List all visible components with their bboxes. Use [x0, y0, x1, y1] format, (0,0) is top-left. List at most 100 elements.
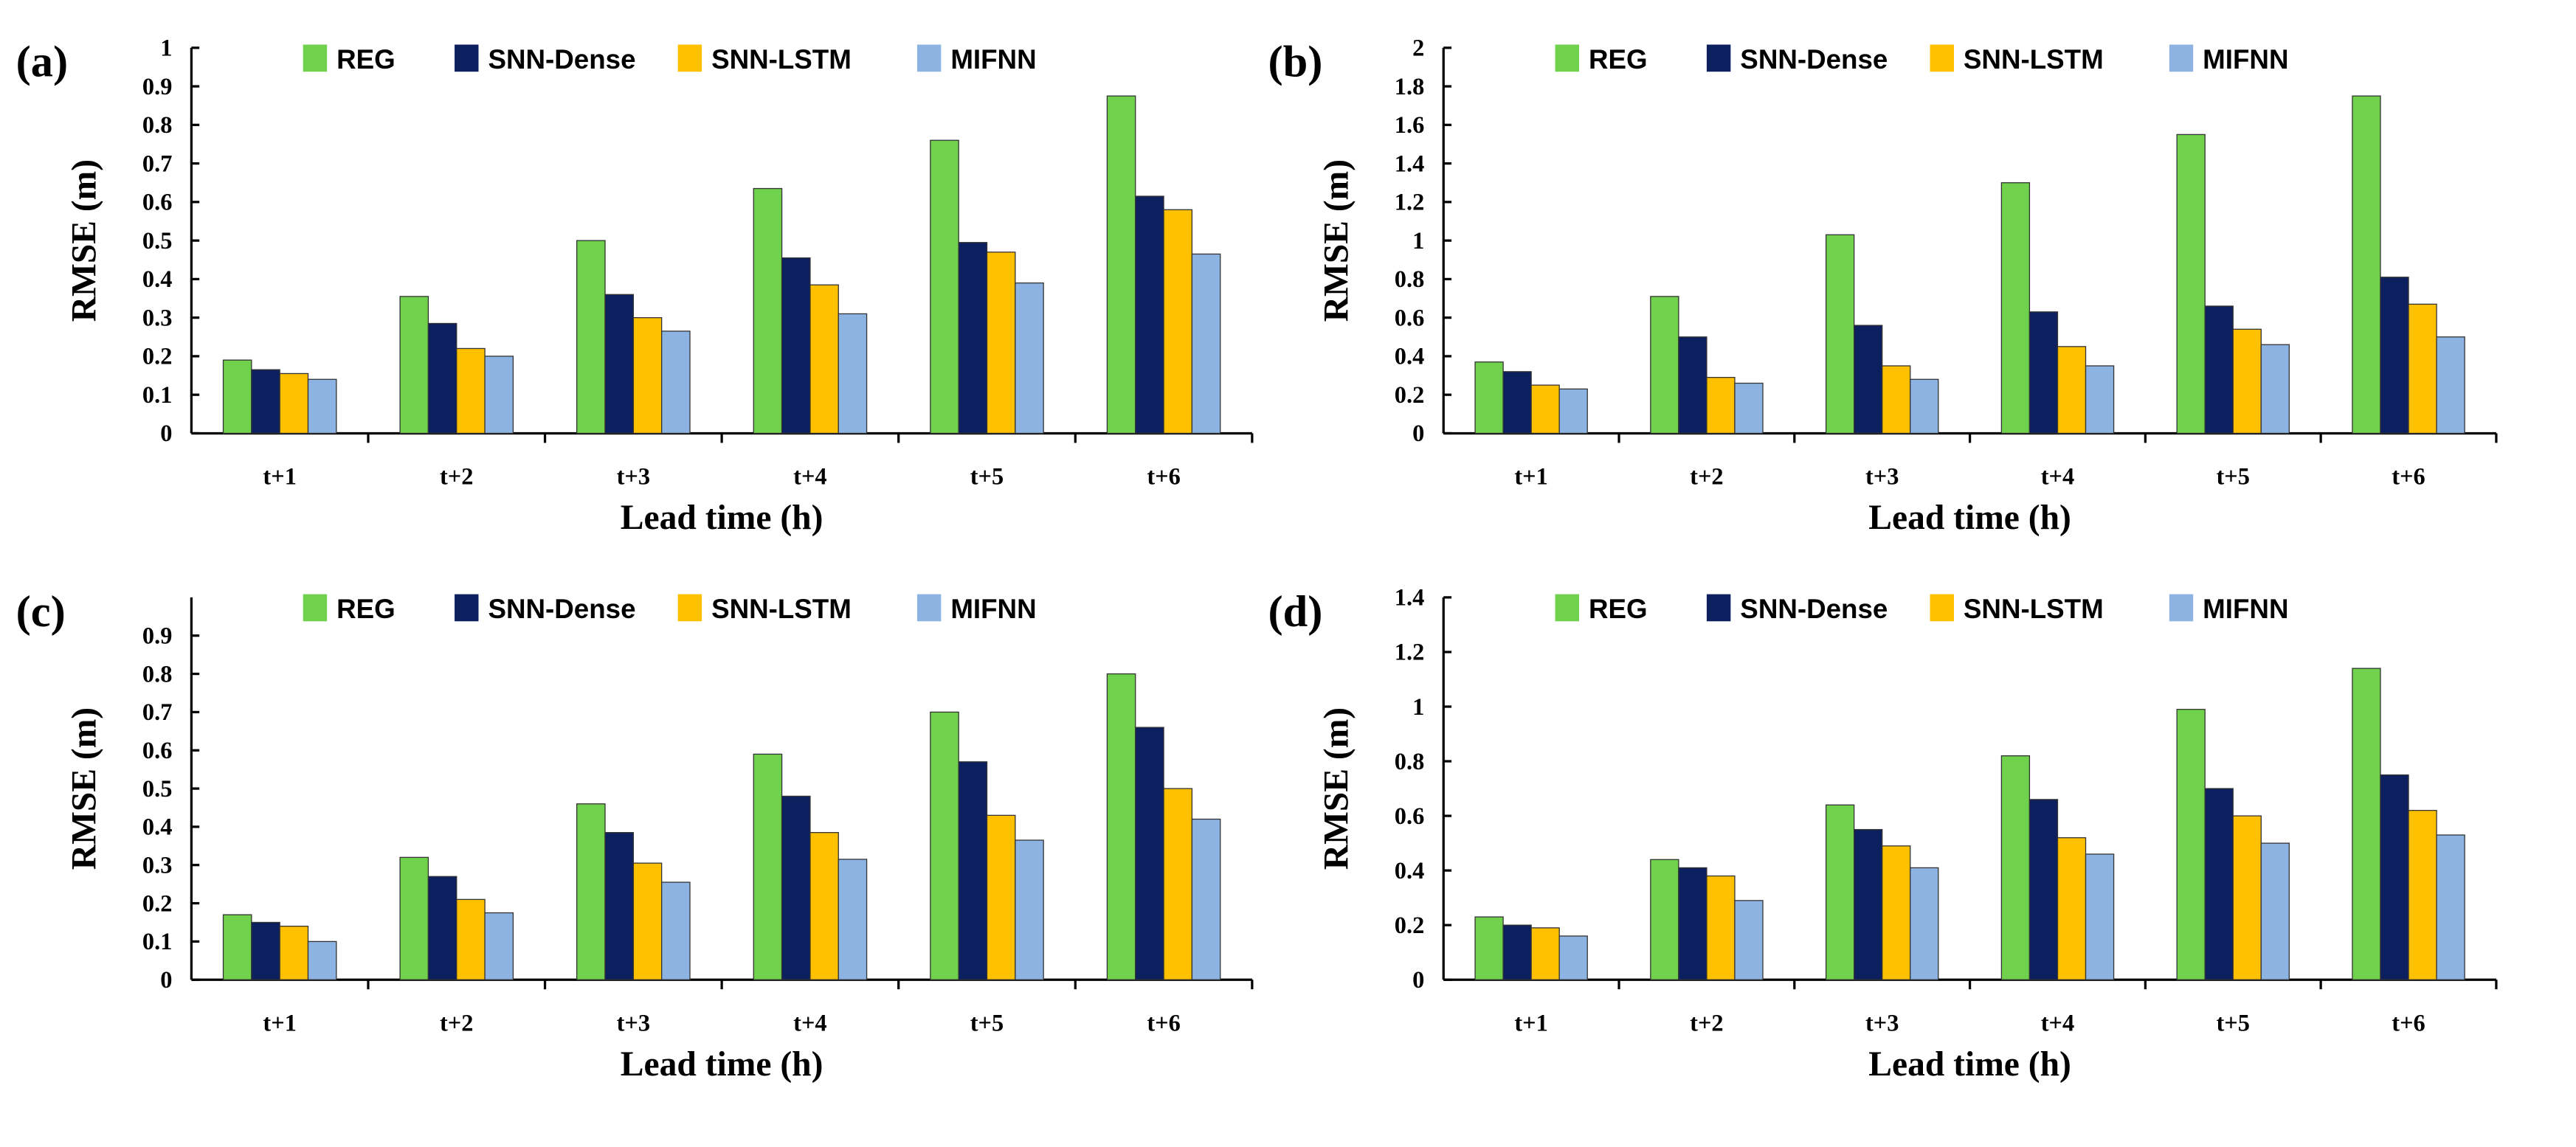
y-tick-label: 0 [1412, 967, 1424, 994]
bar-reg-t+3 [1825, 804, 1855, 980]
x-tick-label: t+4 [793, 1010, 826, 1036]
chart-panel-b: (b) RMSE (m) 0 0.2 0.4 0.6 0.8 1 1.2 1.4 1.6 1.8 2 t+… [1268, 35, 2498, 537]
bar-reg-t+4 [753, 753, 783, 980]
x-tick-label: t+1 [263, 1010, 296, 1036]
y-tick-label: 0.7 [142, 150, 173, 177]
x-axis-label: Lead time (h) [621, 499, 823, 537]
y-tick-label: 0.8 [1395, 266, 1425, 293]
x-tick-label: t+4 [2041, 464, 2074, 491]
y-tick-label: 0.2 [1395, 382, 1425, 409]
legend: REG SNN-Dense SNN-LSTM MIFNN [1555, 44, 2288, 74]
bar-reg-t+5 [2176, 709, 2206, 980]
chart-panel-a: (a) RMSE (m) 0 0.1 0.2 0.3 0.4 0.5 0.6 0.7 0.8 0.9 1… [16, 35, 1254, 537]
y-tick-label: 1 [1412, 228, 1424, 254]
bar-snn-lstm-t+2 [1706, 875, 1736, 980]
legend-swatch-reg [303, 594, 328, 622]
legend-swatch-snn-lstm [677, 594, 702, 622]
y-tick-label: 0.3 [142, 853, 173, 879]
y-tick-label: 0 [1412, 420, 1424, 447]
y-tick-label: 0.8 [142, 112, 173, 139]
bar-mifnn-t+1 [307, 940, 337, 980]
x-axis-label: Lead time (h) [1868, 499, 2071, 537]
bar-mifnn-t+4 [838, 859, 868, 980]
y-tick-label: 1.4 [1395, 585, 1425, 611]
bar-reg-t+2 [399, 856, 429, 980]
y-tick-label: 0.2 [142, 890, 173, 917]
bar-snn-dense-t+2 [1678, 336, 1707, 434]
y-tick-label: 0.2 [142, 344, 173, 370]
bar-snn-dense-t+5 [958, 242, 988, 434]
legend-swatch-reg [1555, 594, 1579, 622]
bar-snn-lstm-t+4 [809, 284, 839, 434]
y-axis-label: RMSE (m) [1318, 159, 1356, 322]
y-tick-label: 1.8 [1395, 74, 1425, 100]
bar-snn-lstm-t+4 [2057, 346, 2087, 434]
x-tick-label: t+1 [1514, 464, 1547, 491]
y-tick-label: 0.4 [142, 814, 173, 841]
bar-reg-t+4 [2000, 755, 2031, 980]
bar-snn-dense-t+1 [1502, 924, 1532, 980]
legend-swatch-snn-dense [455, 44, 479, 72]
y-tick-label: 0.6 [1395, 305, 1425, 331]
x-tick-label: t+2 [440, 1010, 473, 1036]
bar-snn-dense-t+6 [2380, 277, 2409, 434]
x-tick-label: t+5 [970, 464, 1004, 491]
x-axis-label: Lead time (h) [621, 1045, 823, 1084]
x-tick-label: t+3 [1865, 464, 1899, 491]
y-axis-label: RMSE (m) [1318, 707, 1356, 870]
bar-reg-t+4 [753, 187, 783, 434]
x-tick-label: t+6 [2392, 1010, 2425, 1036]
y-tick-label: 2 [1412, 35, 1424, 62]
bar-snn-lstm-t+1 [279, 926, 309, 980]
bar-snn-lstm-t+2 [456, 898, 486, 980]
bar-mifnn-t+6 [1191, 818, 1221, 980]
x-tick-label: t+6 [1147, 1010, 1180, 1036]
legend-label: REG [336, 594, 396, 624]
x-tick-label: t+1 [263, 464, 296, 491]
bar-reg-t+6 [1106, 95, 1136, 434]
bar-reg-t+6 [1106, 673, 1136, 980]
bar-snn-dense-t+3 [1854, 325, 1883, 434]
bar-reg-t+1 [1474, 916, 1504, 980]
bar-snn-dense-t+3 [1854, 828, 1883, 980]
bar-snn-dense-t+4 [2028, 799, 2059, 980]
bar-mifnn-t+5 [1015, 839, 1044, 980]
y-tick-label: 0 [160, 967, 172, 994]
y-tick-label: 0.5 [142, 776, 173, 803]
bar-snn-dense-t+4 [781, 257, 811, 434]
y-tick-label: 1 [160, 35, 172, 62]
y-tick-label: 0.6 [1395, 803, 1425, 830]
legend-swatch-mifnn [2169, 44, 2194, 72]
bar-reg-t+1 [222, 359, 252, 434]
y-tick-label: 0.4 [1395, 858, 1425, 884]
bar-mifnn-t+5 [1015, 282, 1044, 434]
bar-snn-lstm-t+2 [456, 347, 486, 434]
y-tick-label: 0 [160, 420, 172, 447]
bar-snn-lstm-t+3 [632, 862, 663, 980]
bar-reg-t+5 [930, 711, 959, 980]
bar-mifnn-t+1 [307, 378, 337, 434]
bar-snn-lstm-t+6 [1163, 788, 1193, 980]
y-tick-label: 1 [1412, 694, 1424, 721]
bar-mifnn-t+3 [661, 881, 691, 980]
bar-mifnn-t+1 [1558, 935, 1588, 980]
legend-swatch-snn-lstm [677, 44, 702, 72]
chart-panel-c: (c) RMSE (m) 0 0.1 0.2 0.3 0.4 0.5 0.6 0.7 0.8 0.9 t… [16, 587, 1254, 1084]
bar-reg-t+6 [2352, 668, 2381, 980]
bar-snn-dense-t+1 [1502, 371, 1532, 434]
legend-swatch-reg [1555, 44, 1579, 72]
bar-snn-lstm-t+3 [632, 317, 663, 434]
bar-reg-t+4 [2000, 182, 2031, 434]
y-tick-label: 0.7 [142, 699, 173, 726]
x-tick-label: t+2 [1690, 464, 1723, 491]
y-tick-label: 1.2 [1395, 190, 1425, 216]
y-tick-label: 0.6 [142, 738, 173, 764]
x-tick-label: t+6 [1147, 464, 1180, 491]
x-tick-label: t+1 [1514, 1010, 1547, 1036]
bar-mifnn-t+3 [1910, 867, 1939, 980]
y-tick-label: 0.1 [142, 929, 173, 955]
bar-snn-dense-t+2 [427, 322, 457, 434]
bar-snn-lstm-t+5 [986, 814, 1016, 980]
bar-snn-dense-t+5 [958, 761, 988, 980]
